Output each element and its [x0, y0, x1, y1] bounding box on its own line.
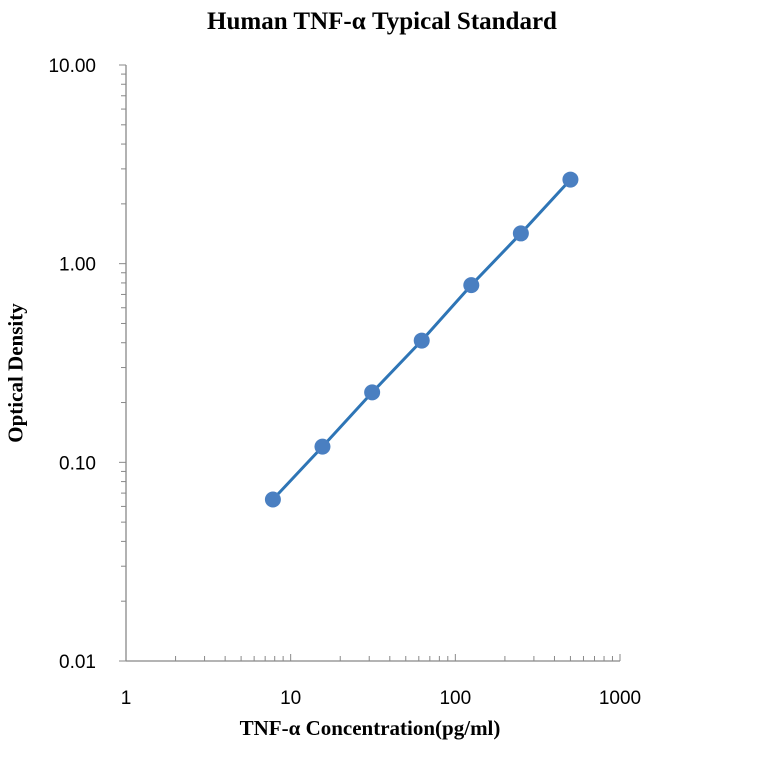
tick-labels: 0.01 0.10 1.00 10.00 1 10 100 1000 [48, 56, 641, 709]
series-layer [264, 171, 579, 508]
data-point [264, 491, 281, 508]
data-point [562, 171, 579, 188]
x-tick-label: 10 [280, 688, 301, 709]
y-tick-label: 10.00 [48, 56, 96, 77]
data-point [413, 332, 430, 349]
y-tick-label: 1.00 [59, 255, 96, 276]
x-tick-label: 1000 [599, 688, 641, 709]
x-axis-label: TNF-α Concentration(pg/ml) [239, 716, 501, 740]
y-axis-label: Optical Density [3, 303, 28, 443]
x-tick-label: 100 [439, 688, 471, 709]
y-tick-label: 0.10 [59, 453, 96, 474]
data-point [463, 277, 480, 294]
data-point [364, 384, 381, 401]
x-tick-label: 1 [121, 688, 132, 709]
data-point [512, 225, 529, 242]
y-tick-label: 0.01 [59, 652, 96, 673]
data-point [314, 438, 331, 455]
chart-title: Human TNF-α Typical Standard [207, 8, 557, 35]
axes [119, 64, 621, 662]
